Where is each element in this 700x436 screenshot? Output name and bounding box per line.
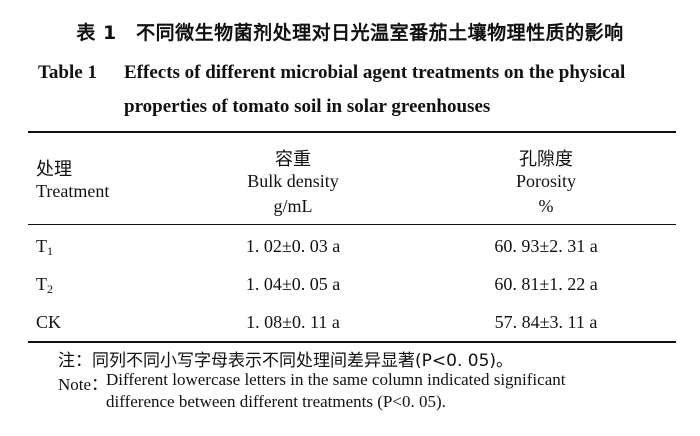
table-title-label: Table 1 [38,62,97,83]
table-cell-porosity: 60. 93±2. 31 a [494,236,598,256]
table-row-treatment: T2 [36,274,53,296]
header-porosity-unit: % [538,196,554,216]
table-cell-porosity: 60. 81±1. 22 a [494,274,598,294]
table-row-treatment: T1 [36,236,53,258]
table-title-chinese: 表 1 不同微生物菌剂处理对日光温室番茄土壤物理性质的影响 [76,22,624,44]
table-cell-bulk-density: 1. 02±0. 03 a [245,236,341,256]
table-cell-bulk-density: 1. 08±0. 11 a [246,312,340,332]
table-note-cn: 注：同列不同小写字母表示不同处理间差异显著(P<0. 05)。 [58,351,514,371]
header-bulk-density-cn: 容重 [275,149,311,170]
header-bulk-density-unit: g/mL [273,196,313,216]
table-cell-bulk-density: 1. 04±0. 05 a [245,274,341,294]
header-rule [28,224,676,225]
table-title-english-line1: Effects of different microbial agent tre… [124,62,626,83]
header-treatment-en: Treatment [36,181,110,201]
top-rule [28,131,676,133]
bottom-rule [28,341,676,343]
table-note-label: Note： [58,375,109,394]
table-title-english-line2: properties of tomato soil in solar green… [124,96,491,117]
header-porosity-cn: 孔隙度 [519,149,573,170]
header-treatment-cn: 处理 [36,159,72,180]
table-note-en-line2: difference between different treatments … [106,392,446,411]
header-porosity-en: Porosity [515,171,576,191]
table-row-treatment: CK [36,312,62,332]
header-bulk-density-en: Bulk density [247,171,339,191]
table-note-en-line1: Different lowercase letters in the same … [106,370,566,389]
table-cell-porosity: 57. 84±3. 11 a [494,312,598,332]
